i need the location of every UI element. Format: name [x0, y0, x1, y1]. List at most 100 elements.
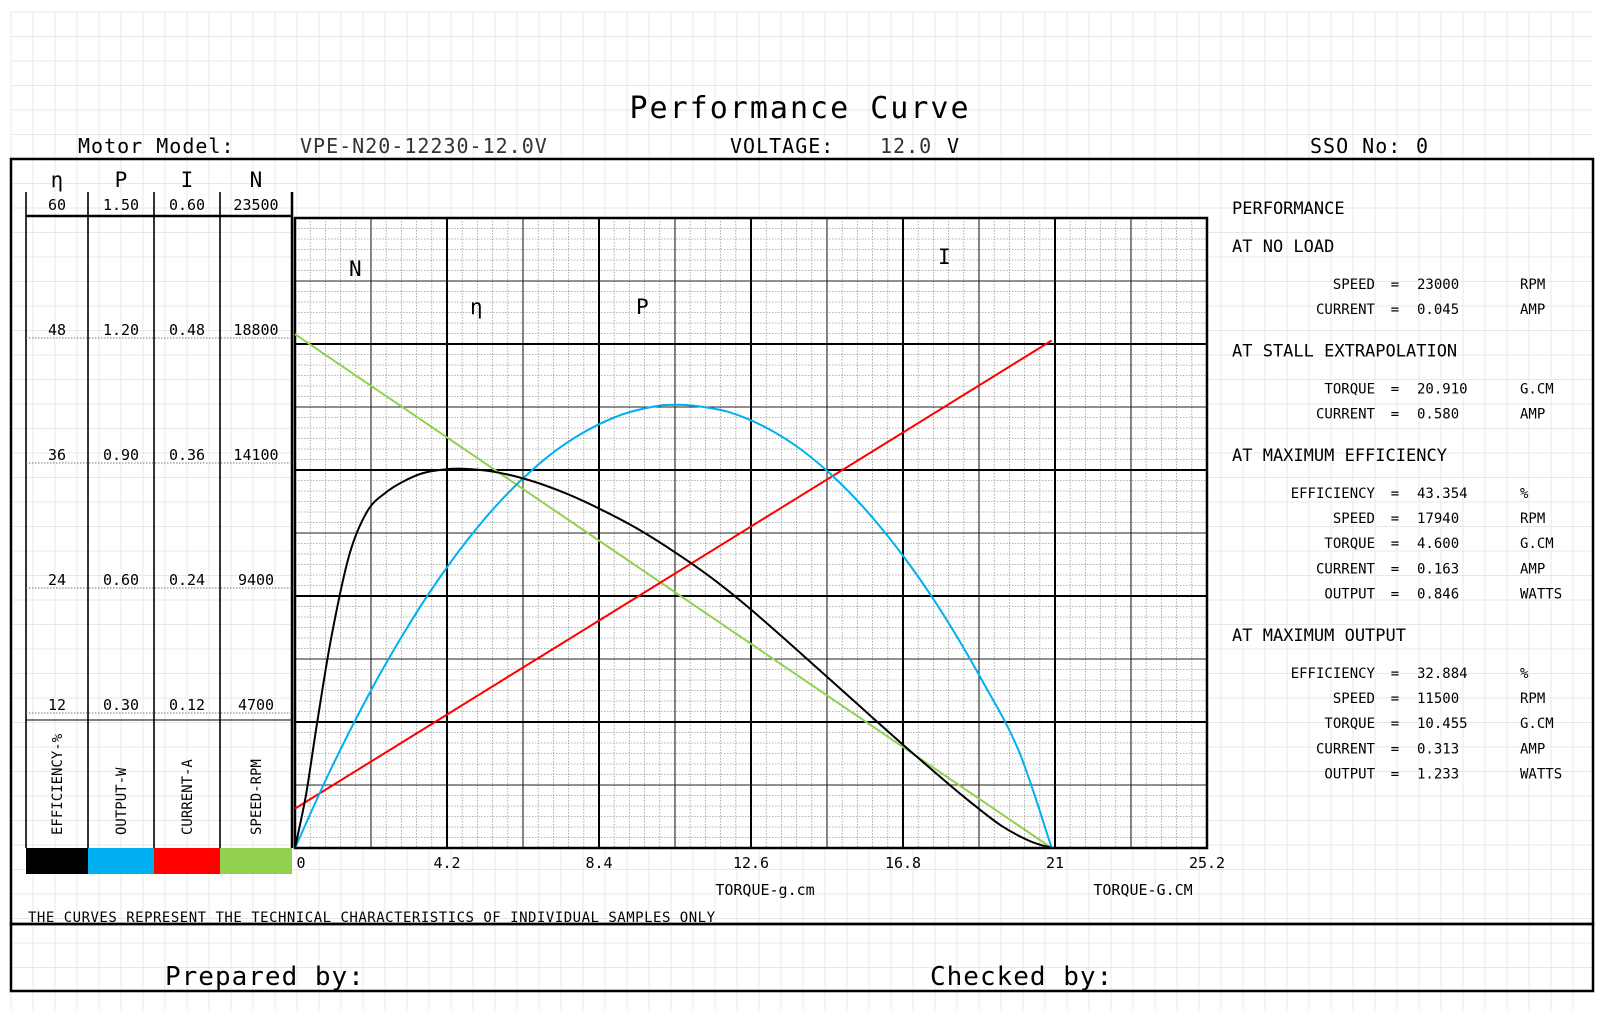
scale-value: 9400 — [238, 571, 274, 589]
perf-row-value: 1.233 — [1417, 767, 1459, 783]
perf-row-unit: G.CM — [1520, 381, 1554, 397]
x-tick-label: 0 — [296, 854, 305, 872]
x-tick-label: 8.4 — [585, 854, 612, 872]
scale-value: 1.50 — [103, 196, 139, 214]
scale-column-header: N — [250, 168, 263, 192]
perf-row-label: TORQUE — [1324, 716, 1375, 732]
curve-label-eta: η — [470, 295, 483, 319]
scale-value: 14100 — [233, 446, 278, 464]
x-tick-label: 4.2 — [433, 854, 460, 872]
legend-label: EFFICIENCY-% — [50, 733, 66, 835]
perf-row-label: EFFICIENCY — [1291, 486, 1376, 502]
perf-row-equals: = — [1391, 536, 1399, 552]
perf-row-label: OUTPUT — [1324, 587, 1375, 603]
perf-row-label: TORQUE — [1324, 536, 1375, 552]
scale-value: 0.30 — [103, 696, 139, 714]
scale-value: 60 — [48, 196, 66, 214]
perf-row-equals: = — [1391, 277, 1399, 293]
perf-row-value: 10.455 — [1417, 716, 1468, 732]
sso-label: SSO No: — [1310, 134, 1401, 158]
prepared-by-label: Prepared by: — [165, 962, 365, 992]
perf-row-equals: = — [1391, 716, 1399, 732]
legend-swatch — [26, 848, 88, 874]
perf-row-value: 0.580 — [1417, 407, 1459, 423]
motor-model-label: Motor Model: — [78, 134, 235, 158]
scale-value: 0.24 — [169, 571, 205, 589]
perf-row-label: TORQUE — [1324, 381, 1375, 397]
perf-row-unit: % — [1520, 486, 1529, 502]
scale-table: η P I N 60 1.50 0.60 23500 48 1.20 0.48 18800 36 0.90… — [25, 168, 294, 874]
x-tick-label: 21 — [1046, 854, 1064, 872]
scale-column-header: P — [115, 168, 128, 192]
perf-row-label: OUTPUT — [1324, 767, 1375, 783]
chart-grid — [293, 216, 1209, 850]
motor-model-value: VPE-N20-12230-12.0V — [300, 134, 548, 158]
perf-row-equals: = — [1391, 767, 1399, 783]
scale-column-header: I — [181, 168, 194, 192]
curve-label-n: N — [349, 257, 362, 281]
perf-row-value: 0.045 — [1417, 302, 1459, 318]
perf-row-value: 43.354 — [1417, 486, 1468, 502]
voltage-value: 12.0 — [880, 134, 932, 158]
performance-title: PERFORMANCE — [1232, 199, 1345, 219]
perf-row-unit: AMP — [1520, 407, 1545, 423]
perf-row-label: SPEED — [1333, 511, 1375, 527]
perf-row-equals: = — [1391, 741, 1399, 757]
checked-by-label: Checked by: — [930, 962, 1113, 992]
perf-row-unit: WATTS — [1520, 587, 1562, 603]
perf-row-unit: RPM — [1520, 277, 1545, 293]
legend-label: OUTPUT-W — [114, 767, 130, 835]
perf-row-equals: = — [1391, 691, 1399, 707]
chart-series — [294, 333, 1053, 849]
legend-swatch — [220, 848, 292, 874]
scale-value: 0.48 — [169, 321, 205, 339]
sso-value: 0 — [1416, 134, 1429, 158]
perf-row-unit: RPM — [1520, 691, 1545, 707]
scale-value: 0.60 — [103, 571, 139, 589]
scale-value: 1.20 — [103, 321, 139, 339]
performance-section-title: AT STALL EXTRAPOLATION — [1232, 341, 1457, 361]
scale-value: 0.36 — [169, 446, 205, 464]
series-line-n — [294, 333, 1053, 849]
perf-row-label: CURRENT — [1316, 302, 1376, 318]
perf-row-equals: = — [1391, 407, 1399, 423]
series-line-p — [294, 403, 1053, 849]
voltage-unit: V — [947, 134, 960, 158]
performance-chart: 0 4.2 8.4 12.6 16.8 21 25.2 TORQUE-g.cm TORQUE… — [293, 216, 1225, 899]
perf-row-unit: WATTS — [1520, 767, 1562, 783]
perf-row-equals: = — [1391, 381, 1399, 397]
perf-row-value: 17940 — [1417, 511, 1459, 527]
scale-value: 4700 — [238, 696, 274, 714]
voltage-label: VOLTAGE: — [730, 134, 834, 158]
perf-row-label: SPEED — [1333, 277, 1375, 293]
perf-row-value: 0.313 — [1417, 741, 1459, 757]
perf-row-equals: = — [1391, 511, 1399, 527]
scale-column-header: η — [51, 168, 64, 192]
x-axis-label: TORQUE-g.cm — [715, 881, 814, 899]
perf-row-equals: = — [1391, 666, 1399, 682]
legend-swatch — [88, 848, 154, 874]
perf-row-equals: = — [1391, 486, 1399, 502]
performance-panel: PERFORMANCE AT NO LOAD SPEED = 23000 RPM CURRE… — [1232, 199, 1562, 783]
legend-swatch — [154, 848, 220, 874]
scale-value: 0.90 — [103, 446, 139, 464]
curve-label-i: I — [938, 245, 951, 269]
performance-section-title: AT MAXIMUM EFFICIENCY — [1232, 446, 1447, 466]
perf-row-unit: AMP — [1520, 302, 1545, 318]
perf-row-label: EFFICIENCY — [1291, 666, 1376, 682]
x-tick-label: 12.6 — [733, 854, 769, 872]
perf-row-value: 0.163 — [1417, 561, 1459, 577]
perf-row-label: CURRENT — [1316, 741, 1376, 757]
perf-row-unit: % — [1520, 666, 1529, 682]
perf-row-unit: AMP — [1520, 741, 1545, 757]
perf-row-unit: AMP — [1520, 561, 1545, 577]
perf-row-value: 4.600 — [1417, 536, 1459, 552]
series-line-eta — [294, 467, 1053, 849]
perf-row-value: 0.846 — [1417, 587, 1459, 603]
perf-row-label: CURRENT — [1316, 407, 1376, 423]
perf-row-unit: RPM — [1520, 511, 1545, 527]
perf-row-label: SPEED — [1333, 691, 1375, 707]
series-line-i — [294, 339, 1053, 810]
plot-border — [293, 216, 1209, 850]
x-tick-label: 25.2 — [1189, 854, 1225, 872]
